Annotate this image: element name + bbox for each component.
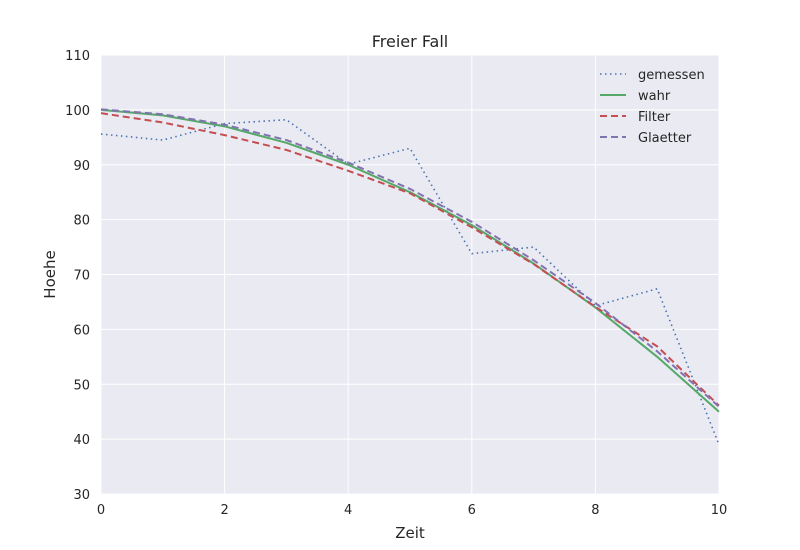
- grid: [100, 54, 720, 495]
- y-tick-label: 60: [73, 323, 90, 338]
- legend-label: wahr: [638, 89, 671, 104]
- y-tick-label: 50: [73, 378, 90, 393]
- y-tick-label: 80: [73, 214, 90, 229]
- x-tick-label: 2: [220, 503, 228, 518]
- y-tick-label: 90: [73, 159, 90, 174]
- series-line-wahr: [100, 108, 720, 413]
- y-tick-label: 110: [65, 49, 90, 64]
- legend-label: gemessen: [638, 68, 705, 83]
- legend: gemessen wahr Filter Glaetter: [600, 68, 705, 146]
- legend-label: Filter: [638, 110, 671, 125]
- y-axis-label: Hoehe: [41, 250, 59, 298]
- x-tick-label: 8: [591, 503, 599, 518]
- series-group: [100, 108, 720, 445]
- y-tick-label: 40: [73, 433, 90, 448]
- x-tick-label: 0: [97, 503, 105, 518]
- x-tick-label: 10: [711, 503, 728, 518]
- chart-title: Freier Fall: [372, 32, 449, 51]
- x-tick-label: 6: [468, 503, 476, 518]
- y-tick-label: 70: [73, 269, 90, 284]
- y-tick-label: 30: [73, 488, 90, 503]
- legend-label: Glaetter: [638, 131, 692, 146]
- x-axis-label: Zeit: [395, 524, 425, 542]
- y-tick-label: 100: [65, 104, 90, 119]
- tick-labels: 0 2 4 6 8 10 30 40 50 60 70 80 90 100 110: [65, 49, 727, 518]
- x-tick-label: 4: [344, 503, 352, 518]
- series-line-glaetter: [100, 108, 720, 408]
